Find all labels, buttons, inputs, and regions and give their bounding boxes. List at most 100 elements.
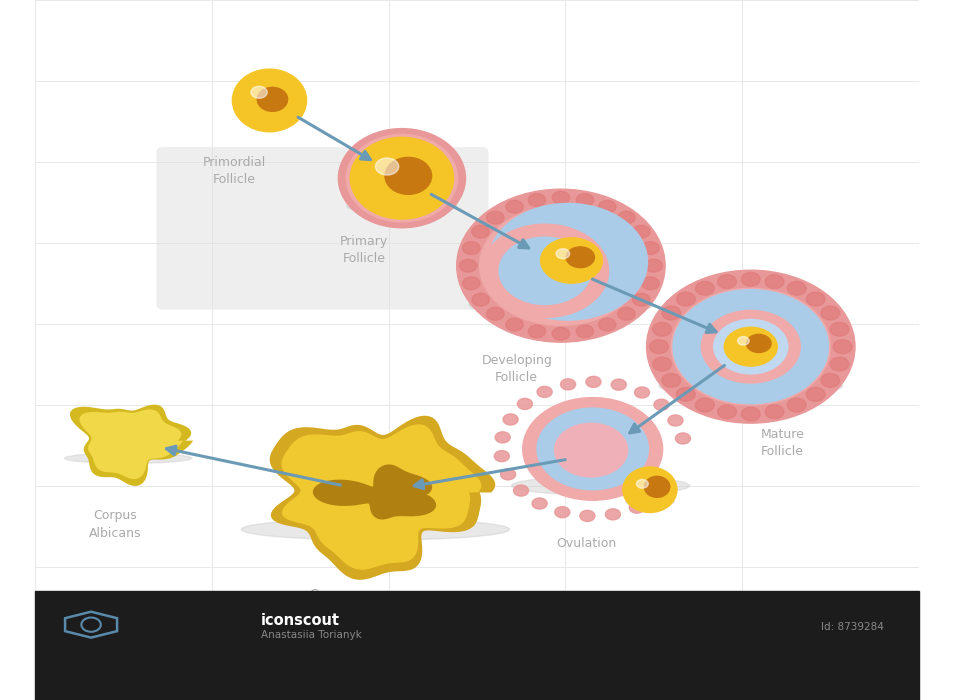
- Circle shape: [486, 211, 503, 224]
- Circle shape: [653, 399, 668, 410]
- Ellipse shape: [659, 374, 841, 398]
- Circle shape: [528, 325, 545, 338]
- Circle shape: [740, 272, 760, 286]
- Circle shape: [673, 290, 827, 404]
- Ellipse shape: [511, 476, 689, 495]
- Circle shape: [629, 502, 643, 513]
- Circle shape: [676, 387, 695, 401]
- Text: Corpus
Luteum: Corpus Luteum: [307, 589, 355, 619]
- Circle shape: [764, 405, 783, 419]
- Circle shape: [494, 451, 509, 462]
- Circle shape: [786, 281, 805, 295]
- Circle shape: [652, 322, 671, 336]
- Circle shape: [636, 480, 648, 488]
- Circle shape: [560, 379, 575, 390]
- Bar: [35, 591, 918, 700]
- Circle shape: [486, 307, 503, 320]
- Circle shape: [554, 507, 569, 518]
- Polygon shape: [79, 410, 183, 479]
- Polygon shape: [70, 405, 193, 486]
- Circle shape: [820, 306, 839, 320]
- Polygon shape: [313, 464, 436, 519]
- Circle shape: [717, 405, 736, 419]
- Ellipse shape: [346, 134, 457, 222]
- Text: Ovulation: Ovulation: [556, 536, 616, 550]
- Text: Corpus
Albicans: Corpus Albicans: [89, 510, 141, 540]
- Text: Id: 8739284: Id: 8739284: [820, 622, 882, 631]
- Circle shape: [695, 281, 714, 295]
- Circle shape: [554, 424, 627, 477]
- Circle shape: [462, 241, 479, 255]
- Circle shape: [472, 225, 489, 238]
- Ellipse shape: [233, 69, 306, 132]
- Circle shape: [502, 414, 517, 425]
- Circle shape: [585, 377, 600, 387]
- Ellipse shape: [350, 137, 453, 219]
- Circle shape: [829, 357, 848, 371]
- Circle shape: [632, 293, 649, 306]
- Circle shape: [786, 398, 805, 412]
- Circle shape: [532, 498, 547, 509]
- Ellipse shape: [469, 293, 652, 316]
- Circle shape: [661, 374, 679, 387]
- Circle shape: [498, 237, 590, 304]
- Circle shape: [671, 288, 829, 405]
- Circle shape: [829, 322, 848, 336]
- Circle shape: [479, 206, 641, 326]
- Circle shape: [598, 318, 616, 331]
- Circle shape: [576, 325, 593, 338]
- Ellipse shape: [643, 476, 669, 497]
- Circle shape: [576, 194, 593, 206]
- Circle shape: [652, 357, 671, 371]
- Circle shape: [820, 374, 839, 387]
- Circle shape: [649, 491, 664, 502]
- Circle shape: [676, 292, 695, 306]
- Circle shape: [251, 86, 267, 98]
- Circle shape: [579, 510, 595, 522]
- Circle shape: [700, 310, 800, 383]
- Ellipse shape: [65, 453, 192, 463]
- Ellipse shape: [347, 198, 456, 214]
- Circle shape: [641, 277, 659, 290]
- Text: Mature
Follicle: Mature Follicle: [760, 428, 803, 458]
- Circle shape: [472, 293, 489, 306]
- Text: Anastasiia Torianyk: Anastasiia Torianyk: [260, 630, 361, 640]
- Ellipse shape: [257, 88, 288, 111]
- Circle shape: [641, 241, 659, 255]
- Circle shape: [667, 415, 682, 426]
- Ellipse shape: [622, 467, 677, 512]
- Circle shape: [459, 259, 476, 272]
- Circle shape: [644, 259, 661, 272]
- Circle shape: [611, 379, 626, 390]
- Circle shape: [505, 200, 522, 214]
- Circle shape: [713, 319, 787, 374]
- Circle shape: [805, 387, 824, 401]
- Ellipse shape: [537, 408, 648, 490]
- Circle shape: [649, 340, 668, 354]
- Circle shape: [481, 224, 608, 318]
- Polygon shape: [270, 416, 495, 580]
- Circle shape: [634, 387, 649, 398]
- Circle shape: [528, 194, 545, 206]
- Text: Primary
Follicle: Primary Follicle: [339, 234, 388, 265]
- Circle shape: [537, 386, 552, 398]
- Circle shape: [675, 433, 690, 444]
- Circle shape: [605, 509, 619, 520]
- Circle shape: [618, 211, 635, 224]
- Ellipse shape: [522, 398, 662, 500]
- Polygon shape: [281, 424, 481, 570]
- Circle shape: [462, 277, 479, 290]
- Circle shape: [737, 337, 748, 345]
- Text: iconscout: iconscout: [260, 613, 339, 629]
- Ellipse shape: [625, 498, 674, 505]
- Ellipse shape: [241, 519, 509, 540]
- Circle shape: [488, 204, 647, 320]
- Circle shape: [495, 432, 510, 443]
- Circle shape: [618, 307, 635, 320]
- FancyBboxPatch shape: [156, 147, 488, 309]
- Circle shape: [723, 327, 777, 366]
- Circle shape: [565, 247, 594, 267]
- Ellipse shape: [338, 129, 465, 228]
- Ellipse shape: [239, 111, 299, 120]
- Circle shape: [646, 270, 854, 423]
